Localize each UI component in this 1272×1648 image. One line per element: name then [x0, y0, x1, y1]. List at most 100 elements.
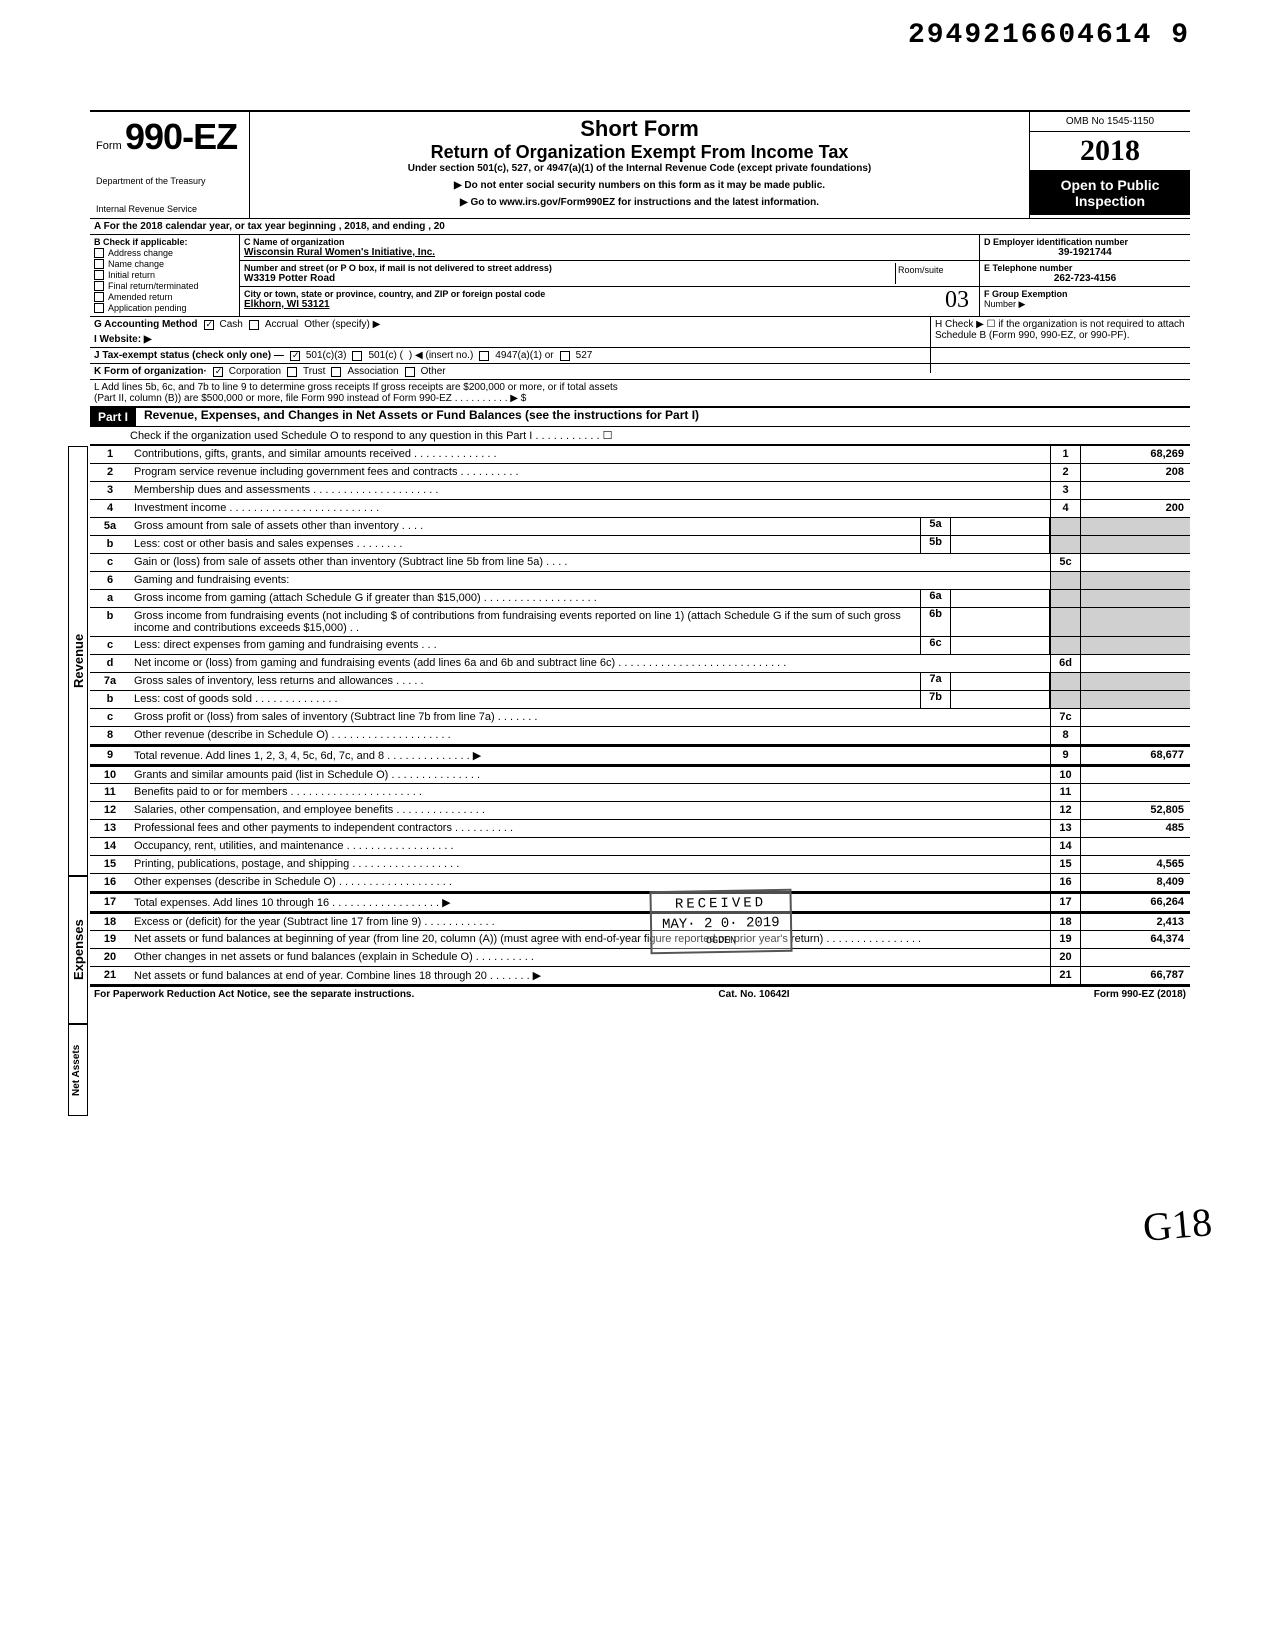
- chk-501c3[interactable]: [290, 351, 300, 361]
- line-desc-l6a: Gross income from gaming (attach Schedul…: [130, 590, 920, 607]
- omb-cell: OMB No 1545-1150 2018 Open to Public Ins…: [1030, 112, 1190, 218]
- line-desc-l19: Net assets or fund balances at beginning…: [130, 931, 1050, 948]
- line-box-l18: 18: [1050, 914, 1080, 930]
- line-val-l11: [1080, 784, 1190, 801]
- chk-pending[interactable]: [94, 303, 104, 313]
- line-desc-l6: Gaming and fundraising events:: [130, 572, 1050, 589]
- line-num-l5a: 5a: [90, 518, 130, 535]
- chk-address-change[interactable]: [94, 248, 104, 258]
- line-num-l17: 17: [90, 894, 130, 911]
- line-box-l4: 4: [1050, 500, 1080, 517]
- line-l2: 2Program service revenue including gover…: [90, 464, 1190, 482]
- chk-trust[interactable]: [287, 367, 297, 377]
- line-l15: 15Printing, publications, postage, and s…: [90, 856, 1190, 874]
- omb-number: OMB No 1545-1150: [1030, 112, 1190, 132]
- line-l5c: cGain or (loss) from sale of assets othe…: [90, 554, 1190, 572]
- chk-final-return[interactable]: [94, 281, 104, 291]
- line-val-l9: 68,677: [1080, 747, 1190, 764]
- line-num-l16: 16: [90, 874, 130, 891]
- line-num-l1: 1: [90, 446, 130, 463]
- line-desc-l5a: Gross amount from sale of assets other t…: [130, 518, 920, 535]
- line-box-l5b: [1050, 536, 1080, 553]
- stamp-03: 03: [945, 287, 969, 314]
- line-l6c: cLess: direct expenses from gaming and f…: [90, 637, 1190, 655]
- line-desc-l6c: Less: direct expenses from gaming and fu…: [130, 637, 920, 654]
- line-desc-l8: Other revenue (describe in Schedule O) .…: [130, 727, 1050, 744]
- chk-assoc[interactable]: [331, 367, 341, 377]
- line-desc-l13: Professional fees and other payments to …: [130, 820, 1050, 837]
- chk-501c[interactable]: [352, 351, 362, 361]
- line-num-l19: 19: [90, 931, 130, 948]
- open-public-2: Inspection: [1032, 193, 1188, 209]
- line-desc-l7c: Gross profit or (loss) from sales of inv…: [130, 709, 1050, 726]
- line-box-l10: 10: [1050, 767, 1080, 783]
- title-short: Short Form: [260, 116, 1019, 142]
- row-a-tax-year: A For the 2018 calendar year, or tax yea…: [90, 219, 1190, 235]
- line-midbox-l7a: 7a: [920, 673, 950, 690]
- line-val-l18: 2,413: [1080, 914, 1190, 930]
- line-l21: 21Net assets or fund balances at end of …: [90, 967, 1190, 985]
- chk-cash[interactable]: [204, 320, 214, 330]
- line-desc-l12: Salaries, other compensation, and employ…: [130, 802, 1050, 819]
- line-midval-l7a: [950, 673, 1050, 690]
- line-num-l2: 2: [90, 464, 130, 481]
- line-box-l20: 20: [1050, 949, 1080, 966]
- line-l10: 10Grants and similar amounts paid (list …: [90, 765, 1190, 784]
- chk-name-change[interactable]: [94, 259, 104, 269]
- b-header: B Check if applicable:: [94, 237, 235, 247]
- lbl-other-org: Other: [421, 366, 446, 377]
- line-box-l6: [1050, 572, 1080, 589]
- line-desc-l6d: Net income or (loss) from gaming and fun…: [130, 655, 1050, 672]
- line-box-l6d: 6d: [1050, 655, 1080, 672]
- chk-4947[interactable]: [479, 351, 489, 361]
- line-val-l20: [1080, 949, 1190, 966]
- title-under: Under section 501(c), 527, or 4947(a)(1)…: [260, 163, 1019, 174]
- chk-initial-return[interactable]: [94, 270, 104, 280]
- chk-other-org[interactable]: [405, 367, 415, 377]
- h-check: H Check ▶ ☐ if the organization is not r…: [930, 317, 1190, 373]
- lbl-pending: Application pending: [108, 303, 187, 313]
- form-number: 990-EZ: [125, 116, 237, 157]
- handwritten-note: G18: [1141, 1198, 1214, 1251]
- line-val-l16: 8,409: [1080, 874, 1190, 891]
- line-box-l12: 12: [1050, 802, 1080, 819]
- chk-amended[interactable]: [94, 292, 104, 302]
- line-desc-l20: Other changes in net assets or fund bala…: [130, 949, 1050, 966]
- line-val-l7a: [1080, 673, 1190, 690]
- line-box-l15: 15: [1050, 856, 1080, 873]
- g-label: G Accounting Method: [94, 319, 198, 330]
- lbl-other-method: Other (specify) ▶: [304, 319, 380, 330]
- lbl-assoc: Association: [347, 366, 398, 377]
- lbl-corp: Corporation: [229, 366, 281, 377]
- line-box-l7b: [1050, 691, 1080, 708]
- line-box-l2: 2: [1050, 464, 1080, 481]
- chk-accrual[interactable]: [249, 320, 259, 330]
- lbl-accrual: Accrual: [265, 319, 298, 330]
- line-num-l7b: b: [90, 691, 130, 708]
- side-expenses: Expenses: [68, 876, 88, 1024]
- part1-title: Revenue, Expenses, and Changes in Net As…: [136, 408, 699, 426]
- line-num-l15: 15: [90, 856, 130, 873]
- line-l11: 11Benefits paid to or for members . . . …: [90, 784, 1190, 802]
- line-val-l8: [1080, 727, 1190, 744]
- line-desc-l18: Excess or (deficit) for the year (Subtra…: [130, 914, 1050, 930]
- line-num-l7c: c: [90, 709, 130, 726]
- line-midval-l7b: [950, 691, 1050, 708]
- form-header: Form 990-EZ Department of the Treasury I…: [90, 110, 1190, 219]
- chk-corp[interactable]: [213, 367, 223, 377]
- line-l6a: aGross income from gaming (attach Schedu…: [90, 590, 1190, 608]
- line-midbox-l5b: 5b: [920, 536, 950, 553]
- line-l18: 18Excess or (deficit) for the year (Subt…: [90, 912, 1190, 931]
- lbl-final-return: Final return/terminated: [108, 281, 199, 291]
- line-box-l19: 19: [1050, 931, 1080, 948]
- stamp-ogden: OGDEN: [662, 935, 780, 948]
- line-l9: 9Total revenue. Add lines 1, 2, 3, 4, 5c…: [90, 745, 1190, 765]
- line-num-l6b: b: [90, 608, 130, 636]
- chk-527[interactable]: [560, 351, 570, 361]
- line-desc-l16: Other expenses (describe in Schedule O) …: [130, 874, 1050, 891]
- line-val-l6: [1080, 572, 1190, 589]
- f-label2: Number ▶: [984, 299, 1186, 310]
- line-box-l6c: [1050, 637, 1080, 654]
- lbl-501c: 501(c) (: [368, 350, 402, 361]
- line-l3: 3Membership dues and assessments . . . .…: [90, 482, 1190, 500]
